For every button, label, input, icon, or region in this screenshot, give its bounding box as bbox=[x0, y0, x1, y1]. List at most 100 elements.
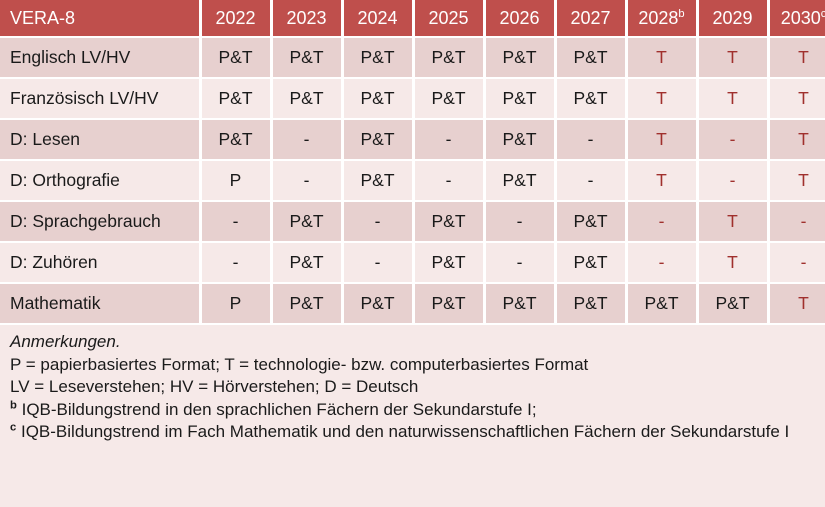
table-row: D: Orthografie P - P&T - P&T - T - T bbox=[0, 160, 825, 202]
cell-value: T bbox=[697, 242, 770, 284]
column-header-year: 2025 bbox=[428, 7, 469, 28]
cell-value: T bbox=[768, 160, 825, 202]
cell-value: - bbox=[768, 242, 825, 284]
cell-value: P&T bbox=[555, 37, 628, 79]
column-header-year: 2028 bbox=[638, 7, 679, 28]
cell-value: - bbox=[342, 242, 415, 284]
cell-value: P&T bbox=[342, 37, 415, 79]
column-header-2028: 2028b bbox=[626, 0, 699, 38]
cell-value: T bbox=[626, 37, 699, 79]
cell-value: - bbox=[484, 242, 557, 284]
table-row: Englisch LV/HV P&T P&T P&T P&T P&T P&T T T T bbox=[0, 37, 825, 79]
cell-value: P&T bbox=[271, 78, 344, 120]
cell-value: P&T bbox=[555, 242, 628, 284]
footnote-c-marker: c bbox=[10, 421, 17, 434]
row-label-d-orthografie: D: Orthografie bbox=[0, 160, 202, 202]
cell-value: - bbox=[271, 160, 344, 202]
cell-value: P&T bbox=[342, 119, 415, 161]
footnote-c-text: IQB-Bildungstrend im Fach Mathematik und… bbox=[20, 422, 790, 442]
notes-heading: Anmerkungen. bbox=[10, 332, 121, 351]
column-header-year: 2029 bbox=[712, 7, 753, 28]
cell-value: P&T bbox=[413, 37, 486, 79]
cell-value: P&T bbox=[484, 119, 557, 161]
cell-value: T bbox=[768, 78, 825, 120]
cell-value: T bbox=[697, 37, 770, 79]
cell-value: P&T bbox=[413, 201, 486, 243]
cell-value: - bbox=[768, 201, 825, 243]
cell-value: - bbox=[697, 160, 770, 202]
cell-value: P&T bbox=[271, 37, 344, 79]
cell-value: - bbox=[413, 119, 486, 161]
vera8-schedule-table: VERA-8 2022 2023 2024 2025 2026 2027 2028b 2029… bbox=[0, 0, 825, 325]
cell-value: T bbox=[626, 119, 699, 161]
cell-value: P&T bbox=[200, 119, 273, 161]
row-label-englisch-lv-hv: Englisch LV/HV bbox=[0, 37, 202, 79]
table-header: VERA-8 2022 2023 2024 2025 2026 2027 2028b 2029… bbox=[0, 0, 825, 38]
table-body: Englisch LV/HV P&T P&T P&T P&T P&T P&T T T T Franz… bbox=[0, 37, 825, 325]
row-label-franz-sisch-lv-hv: Französisch LV/HV bbox=[0, 78, 202, 120]
cell-value: - bbox=[413, 160, 486, 202]
column-header-year: 2023 bbox=[286, 7, 327, 28]
footnote-b-text: IQB-Bildungstrend in den sprachlichen Fä… bbox=[21, 399, 537, 419]
cell-value: T bbox=[768, 119, 825, 161]
cell-value: P&T bbox=[413, 78, 486, 120]
table-row: Französisch LV/HV P&T P&T P&T P&T P&T P&T T T T bbox=[0, 78, 825, 120]
cell-value: - bbox=[626, 201, 699, 243]
cell-value: P&T bbox=[271, 201, 344, 243]
cell-value: - bbox=[342, 201, 415, 243]
notes-line-abbreviations: LV = Leseverstehen; HV = Hörverstehen; D… bbox=[10, 377, 419, 397]
cell-value: - bbox=[200, 201, 273, 243]
cell-value: P&T bbox=[200, 37, 273, 79]
cell-value: T bbox=[697, 78, 770, 120]
cell-value: T bbox=[626, 160, 699, 202]
cell-value: T bbox=[697, 201, 770, 243]
cell-value: - bbox=[271, 119, 344, 161]
column-header-year: 2024 bbox=[357, 7, 398, 28]
cell-value: T bbox=[768, 37, 825, 79]
column-header-year: 2026 bbox=[499, 7, 540, 28]
notes-footnote-c: c IQB-Bildungstrend im Fach Mathematik u… bbox=[10, 421, 815, 444]
table-notes: Anmerkungen. P = papierbasiertes Format;… bbox=[0, 325, 825, 453]
cell-value: P&T bbox=[413, 242, 486, 284]
cell-value: P&T bbox=[271, 283, 344, 325]
cell-value: P&T bbox=[484, 160, 557, 202]
column-header-footnote-marker: b bbox=[678, 7, 685, 20]
cell-value: P&T bbox=[555, 78, 628, 120]
footnote-b-marker: b bbox=[10, 399, 17, 412]
cell-value: P&T bbox=[484, 37, 557, 79]
table-corner-label: VERA-8 bbox=[0, 0, 202, 38]
cell-value: P&T bbox=[555, 283, 628, 325]
column-header-2025: 2025 bbox=[413, 0, 486, 38]
column-header-footnote-marker: c bbox=[820, 7, 825, 20]
cell-value: P&T bbox=[484, 78, 557, 120]
row-label-d-zuh-ren: D: Zuhören bbox=[0, 242, 202, 284]
cell-value: P&T bbox=[697, 283, 770, 325]
column-header-2027: 2027 bbox=[555, 0, 628, 38]
column-header-2023: 2023 bbox=[271, 0, 344, 38]
column-header-year: 2030 bbox=[780, 7, 821, 28]
cell-value: P&T bbox=[342, 283, 415, 325]
cell-value: P&T bbox=[626, 283, 699, 325]
cell-value: P bbox=[200, 283, 273, 325]
cell-value: P&T bbox=[342, 78, 415, 120]
column-header-year: 2027 bbox=[570, 7, 611, 28]
column-header-year: 2022 bbox=[215, 7, 256, 28]
cell-value: P&T bbox=[271, 242, 344, 284]
cell-value: - bbox=[697, 119, 770, 161]
table-row: D: Sprachgebrauch - P&T - P&T - P&T - T - bbox=[0, 201, 825, 243]
row-label-d-lesen: D: Lesen bbox=[0, 119, 202, 161]
column-header-2029: 2029 bbox=[697, 0, 770, 38]
cell-value: P&T bbox=[200, 78, 273, 120]
row-label-mathematik: Mathematik bbox=[0, 283, 202, 325]
cell-value: - bbox=[555, 160, 628, 202]
column-header-2022: 2022 bbox=[200, 0, 273, 38]
cell-value: P&T bbox=[413, 283, 486, 325]
cell-value: - bbox=[484, 201, 557, 243]
column-header-2026: 2026 bbox=[484, 0, 557, 38]
cell-value: - bbox=[626, 242, 699, 284]
cell-value: P&T bbox=[555, 201, 628, 243]
notes-line-formats: P = papierbasiertes Format; T = technolo… bbox=[10, 354, 589, 374]
row-label-d-sprachgebrauch: D: Sprachgebrauch bbox=[0, 201, 202, 243]
column-header-2030: 2030c bbox=[768, 0, 825, 38]
